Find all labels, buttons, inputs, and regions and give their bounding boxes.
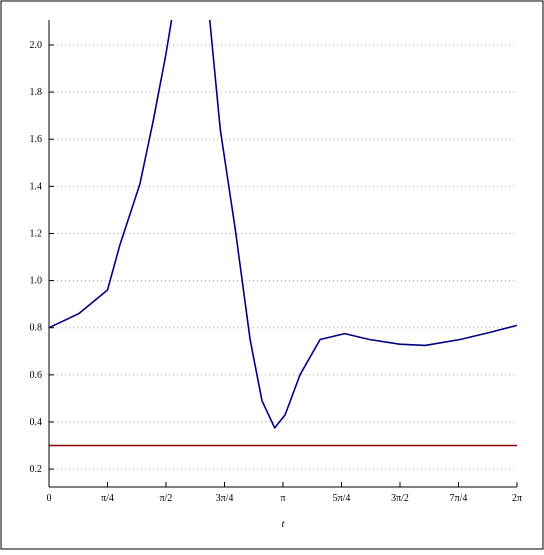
- x-tick-label: π/2: [160, 493, 173, 504]
- y-tick-label: 0.6: [30, 370, 43, 381]
- y-tick-label: 2.0: [30, 40, 43, 51]
- y-tick-label: 0.4: [30, 417, 43, 428]
- x-tick-label: 7π/4: [450, 493, 468, 504]
- y-tick-label: 0.2: [30, 464, 43, 475]
- x-tick-label: π/4: [101, 493, 114, 504]
- x-tick-label: 3π/2: [391, 493, 409, 504]
- y-tick-label: 1.2: [30, 228, 43, 239]
- y-tick-label: 1.0: [30, 276, 43, 287]
- series-line: [49, 20, 518, 429]
- y-tick-label: 0.8: [30, 323, 43, 334]
- plot-area: [49, 20, 518, 447]
- x-tick-label: 0: [47, 493, 52, 504]
- y-tick-label: 1.6: [30, 134, 43, 145]
- y-tick-label: 1.4: [30, 181, 43, 192]
- x-tick-label: π: [280, 493, 285, 504]
- axes: 0.2 0.4 0.6 0.8 1.0 1.2 1.4 1.6 1.8 2.0 0 π/4 π/2 3π/…: [30, 20, 522, 504]
- x-tick-label: 5π/4: [333, 493, 351, 504]
- x-tick-label: 3π/4: [216, 493, 234, 504]
- grid: [49, 44, 517, 470]
- x-tick-label: 2π: [512, 493, 522, 504]
- y-tick-label: 1.8: [30, 87, 43, 98]
- x-axis-label: t: [282, 519, 285, 530]
